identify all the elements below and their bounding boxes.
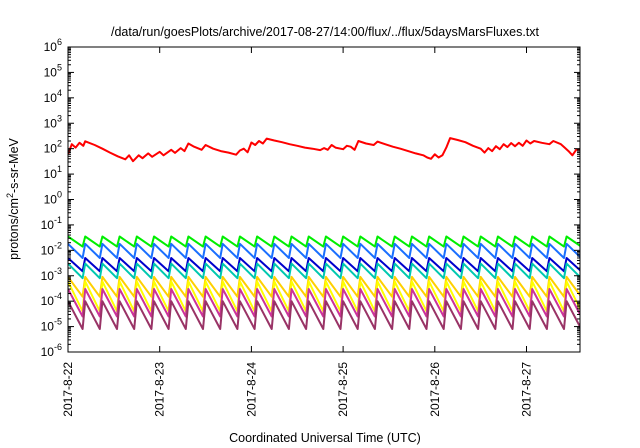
x-axis: 2017-8-22 2017-8-23 2017-8-24 2017-8-25 2017… bbox=[61, 47, 534, 417]
series-line bbox=[68, 275, 580, 298]
y-tick-base: 10 bbox=[44, 91, 58, 105]
y-axis-label: protons/cm2-s-sr-MeV bbox=[5, 137, 21, 259]
y-tick-exp: -6 bbox=[54, 342, 62, 352]
x-axis-label: Coordinated Universal Time (UTC) bbox=[229, 431, 421, 445]
y-axis-label-sup: 2 bbox=[5, 193, 15, 198]
y-tick-label: 103 bbox=[44, 113, 62, 130]
series-line bbox=[68, 137, 580, 163]
series-line bbox=[68, 257, 580, 273]
x-tick-label: 2017-8-24 bbox=[244, 362, 258, 417]
x-tick-label: 2017-8-22 bbox=[61, 362, 75, 417]
series-group bbox=[68, 137, 580, 330]
y-tick-exp: -5 bbox=[54, 317, 62, 327]
y-tick-label: 106 bbox=[44, 37, 62, 54]
y-tick-base: 10 bbox=[44, 65, 58, 79]
x-tick-label: 2017-8-23 bbox=[153, 362, 167, 417]
y-tick-label: 101 bbox=[44, 164, 62, 181]
y-tick-label: 10-5 bbox=[41, 317, 62, 334]
y-tick-exp: -2 bbox=[54, 240, 62, 250]
y-tick-exp: 3 bbox=[57, 113, 62, 123]
y-tick-base: 10 bbox=[44, 193, 58, 207]
y-tick-base: 10 bbox=[44, 142, 58, 156]
series-line bbox=[68, 288, 580, 318]
y-tick-label: 105 bbox=[44, 62, 62, 79]
y-tick-exp: 5 bbox=[57, 62, 62, 72]
y-axis-label-rest: -s-sr-MeV bbox=[7, 137, 21, 193]
y-tick-base: 10 bbox=[41, 294, 55, 308]
y-tick-exp: -4 bbox=[54, 291, 62, 301]
x-tick-label: 2017-8-25 bbox=[336, 362, 350, 417]
x-tick-label: 2017-8-26 bbox=[428, 362, 442, 417]
series-line bbox=[68, 235, 580, 248]
y-tick-label: 10-3 bbox=[41, 266, 62, 283]
y-tick-exp: 0 bbox=[57, 190, 62, 200]
y-tick-base: 10 bbox=[44, 116, 58, 130]
series-line bbox=[68, 242, 580, 259]
chart-title: /data/run/goesPlots/archive/2017-08-27/1… bbox=[111, 25, 540, 39]
y-tick-label: 10-4 bbox=[41, 291, 62, 308]
y-tick-base: 10 bbox=[41, 345, 55, 359]
y-tick-base: 10 bbox=[41, 320, 55, 334]
series-layer bbox=[68, 137, 580, 330]
x-tick-label: 2017-8-27 bbox=[520, 362, 534, 417]
y-tick-exp: 6 bbox=[57, 37, 62, 47]
y-tick-label: 102 bbox=[44, 139, 62, 156]
y-tick-label: 10-2 bbox=[41, 240, 62, 257]
y-tick-base: 10 bbox=[44, 167, 58, 181]
y-axis-label-main: protons/cm bbox=[7, 198, 21, 260]
y-tick-base: 10 bbox=[41, 218, 55, 232]
y-tick-exp: -1 bbox=[54, 215, 62, 225]
y-tick-exp: 2 bbox=[57, 139, 62, 149]
series-line bbox=[68, 280, 580, 313]
y-tick-label: 100 bbox=[44, 190, 62, 207]
y-tick-label: 104 bbox=[44, 88, 62, 105]
y-axis: 10-610-510-410-310-210-11001011021031041… bbox=[41, 37, 580, 359]
series-line bbox=[68, 300, 580, 330]
y-tick-label: 10-6 bbox=[41, 342, 62, 359]
y-tick-label: 10-1 bbox=[41, 215, 62, 232]
y-tick-base: 10 bbox=[41, 243, 55, 257]
series-line bbox=[68, 262, 580, 280]
y-tick-exp: 1 bbox=[57, 164, 62, 174]
y-tick-exp: -3 bbox=[54, 266, 62, 276]
y-tick-exp: 4 bbox=[57, 88, 62, 98]
y-tick-base: 10 bbox=[44, 40, 58, 54]
y-tick-base: 10 bbox=[41, 269, 55, 283]
